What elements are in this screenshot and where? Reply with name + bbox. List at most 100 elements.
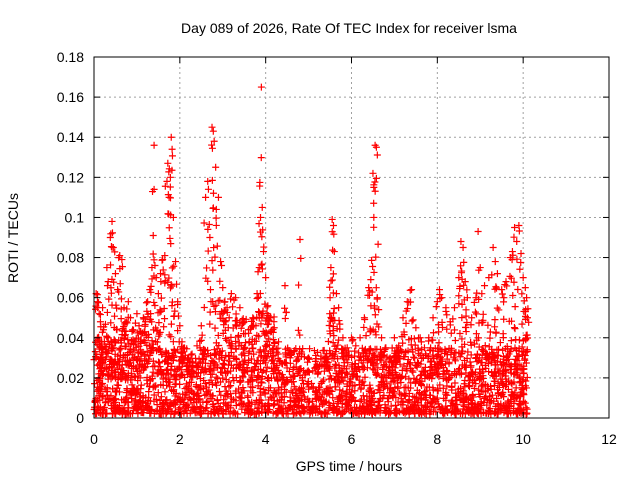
data-point bbox=[386, 384, 394, 392]
data-point bbox=[472, 330, 480, 338]
data-point bbox=[500, 315, 508, 323]
data-point bbox=[462, 324, 470, 332]
data-point bbox=[204, 277, 212, 285]
data-point bbox=[511, 223, 519, 231]
data-point bbox=[415, 350, 423, 358]
data-point bbox=[348, 410, 356, 418]
data-point bbox=[212, 205, 220, 213]
data-point bbox=[257, 378, 265, 386]
data-point bbox=[129, 326, 137, 334]
y-tick-label: 0.16 bbox=[57, 89, 84, 105]
data-point bbox=[380, 347, 388, 355]
data-point bbox=[320, 367, 328, 375]
data-point bbox=[158, 256, 166, 264]
data-point bbox=[425, 337, 433, 345]
data-point bbox=[113, 361, 121, 369]
data-point bbox=[312, 364, 320, 372]
data-point bbox=[270, 313, 278, 321]
data-point bbox=[257, 154, 265, 162]
data-point bbox=[190, 390, 198, 398]
data-point bbox=[155, 346, 163, 354]
data-point bbox=[477, 387, 485, 395]
data-point bbox=[435, 321, 443, 329]
data-point bbox=[516, 393, 524, 401]
data-point bbox=[497, 375, 505, 383]
data-point bbox=[227, 394, 235, 402]
data-point bbox=[473, 336, 481, 344]
data-point bbox=[518, 290, 526, 298]
y-tick-label: 0.12 bbox=[57, 169, 84, 185]
data-point bbox=[267, 328, 275, 336]
data-point bbox=[200, 304, 208, 312]
data-point bbox=[189, 367, 197, 375]
data-point bbox=[149, 363, 157, 371]
data-point bbox=[269, 409, 277, 417]
data-point bbox=[405, 407, 413, 415]
data-point bbox=[209, 127, 217, 135]
y-tick-label: 0.04 bbox=[57, 330, 84, 346]
data-point bbox=[254, 365, 262, 373]
data-point bbox=[203, 264, 211, 272]
data-point bbox=[486, 334, 494, 342]
data-point bbox=[256, 182, 264, 190]
data-point bbox=[229, 303, 237, 311]
data-point bbox=[410, 399, 418, 407]
data-point bbox=[367, 346, 375, 354]
data-point bbox=[235, 393, 243, 401]
data-point bbox=[281, 282, 289, 290]
data-point bbox=[254, 373, 262, 381]
data-point bbox=[483, 350, 491, 358]
data-point bbox=[157, 270, 165, 278]
data-point bbox=[476, 406, 484, 414]
data-point bbox=[165, 224, 173, 232]
data-point bbox=[181, 373, 189, 381]
data-point bbox=[137, 338, 145, 346]
data-point bbox=[515, 373, 523, 381]
data-point bbox=[193, 409, 201, 417]
data-point bbox=[166, 173, 174, 181]
data-point bbox=[206, 320, 214, 328]
data-point bbox=[112, 387, 120, 395]
data-point bbox=[465, 408, 473, 416]
data-point bbox=[456, 369, 464, 377]
data-point bbox=[344, 359, 352, 367]
data-point bbox=[439, 364, 447, 372]
data-point bbox=[167, 320, 175, 328]
data-point bbox=[399, 401, 407, 409]
data-point bbox=[435, 328, 443, 336]
data-point bbox=[137, 346, 145, 354]
data-point bbox=[360, 396, 368, 404]
data-point bbox=[466, 358, 474, 366]
data-point bbox=[132, 364, 140, 372]
data-point bbox=[409, 348, 417, 356]
data-point bbox=[217, 378, 225, 386]
data-point bbox=[210, 244, 218, 252]
data-point bbox=[94, 291, 102, 299]
data-point bbox=[397, 374, 405, 382]
data-point bbox=[248, 322, 256, 330]
data-point bbox=[479, 310, 487, 318]
data-point bbox=[337, 410, 345, 418]
data-point bbox=[385, 394, 393, 402]
data-point bbox=[218, 347, 226, 355]
data-point bbox=[109, 244, 117, 252]
data-point bbox=[320, 400, 328, 408]
data-point bbox=[524, 305, 532, 313]
data-point bbox=[391, 364, 399, 372]
data-point bbox=[248, 345, 256, 353]
data-point bbox=[117, 295, 125, 303]
y-tick-label: 0.08 bbox=[57, 250, 84, 266]
data-point bbox=[230, 296, 238, 304]
data-point bbox=[490, 354, 498, 362]
data-point bbox=[294, 402, 302, 410]
data-point bbox=[205, 366, 213, 374]
data-point bbox=[474, 227, 482, 235]
data-point bbox=[327, 277, 335, 285]
data-point bbox=[492, 372, 500, 380]
data-point bbox=[216, 277, 224, 285]
data-point bbox=[257, 391, 265, 399]
data-point bbox=[178, 338, 186, 346]
data-point bbox=[447, 348, 455, 356]
data-point bbox=[427, 398, 435, 406]
data-point bbox=[468, 392, 476, 400]
